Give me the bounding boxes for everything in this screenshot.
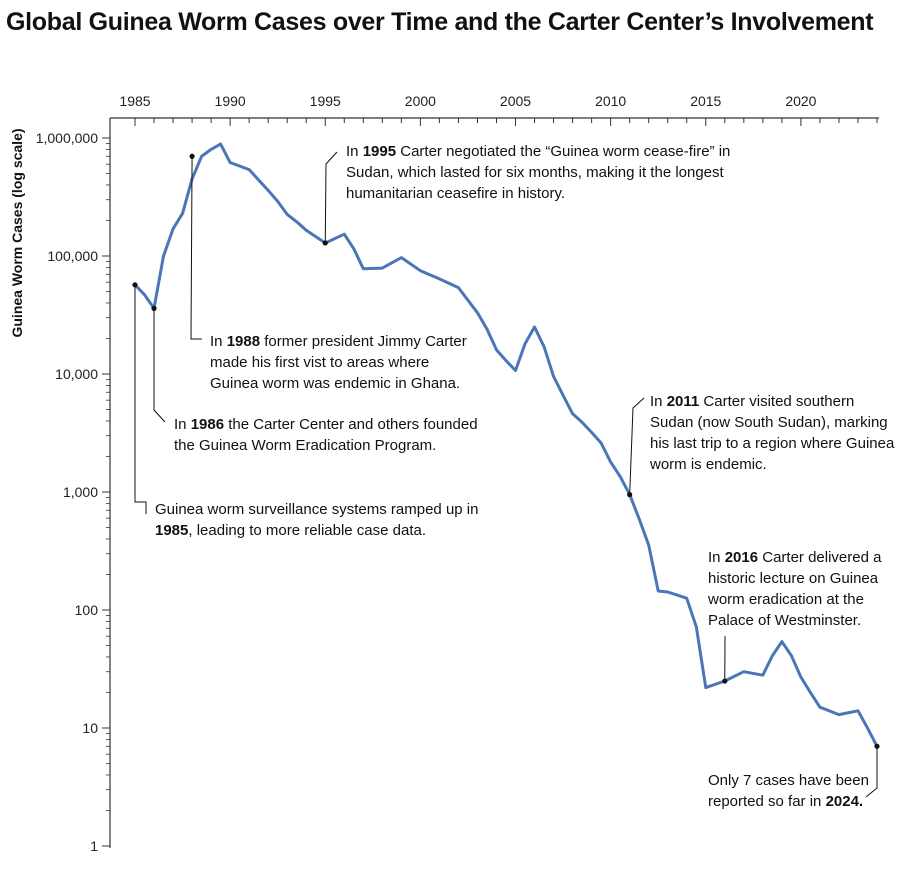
annotation-text-line: humanitarian ceasefire in history. [346,185,565,202]
annotation-layer: Guinea worm surveillance systems ramped … [132,143,895,810]
annotation-text: In [346,143,363,160]
annotation-point [322,240,328,246]
annotation-text-line: In 2011 Carter visited southern [650,393,854,410]
annotation-text-line: Sudan (now South Sudan), marking [650,414,888,431]
series-line [133,142,879,748]
annotation-text-line: In 1995 Carter negotiated the “Guinea wo… [346,143,730,160]
annotation-text: Palace of Westminster. [708,612,861,629]
annotation-text: In [210,333,227,350]
y-tick-label: 10,000 [55,366,98,382]
annotation-text: , leading to more reliable case data. [188,522,426,539]
annotation-text-line: In 1988 former president Jimmy Carter [210,333,467,350]
annotation-text-line: Sudan, which lasted for six months, maki… [346,164,725,181]
annotation-year: 1988 [227,333,260,350]
x-tick-label: 2020 [785,93,816,109]
annotation-leader [134,284,147,514]
annotation-year: 2024. [826,793,864,810]
annotation-point [151,305,157,311]
annotation-text: In [708,549,725,566]
y-tick-label: 1 [90,838,98,854]
annotation-text-line: the Guinea Worm Eradication Program. [174,437,436,454]
annotation-leader [153,308,166,423]
axes-group: 1985 1990 1995 2000 2005 2010 2015 2020 1 10 100 1,… [9,93,879,854]
annotation-text: made his first vist to areas where [210,354,429,371]
annotation-text-line: Guinea worm was endemic in Ghana. [210,375,460,392]
annotation-text-line: Only 7 cases have been [708,772,869,789]
annotation-text-line: In 2016 Carter delivered a [708,549,882,566]
annotation-leader [324,151,338,243]
annotation-text: former president Jimmy Carter [260,333,467,350]
annotation-leader [190,156,202,340]
annotation-point [189,153,195,159]
annotation-text: Sudan (now South Sudan), marking [650,414,888,431]
x-tick-label: 1985 [119,93,150,109]
annotation-year: 2011 [667,393,700,410]
y-tick-label: 10 [82,720,98,736]
annotation-text: worm is endemic. [649,456,767,473]
x-tick-label: 2000 [405,93,436,109]
annotation-text-line: Palace of Westminster. [708,612,861,629]
annotation-text: Carter visited southern [699,393,854,410]
annotation-text-line: In 1986 the Carter Center and others fou… [174,416,478,433]
x-tick-label: 2015 [690,93,721,109]
y-axis-title: Guinea Worm Cases (log scale) [9,128,25,337]
annotation-text: Sudan, which lasted for six months, maki… [346,164,725,181]
annotation-text: the Carter Center and others founded [224,416,478,433]
x-tick-label: 1995 [310,93,341,109]
y-tick-label: 1,000,000 [36,130,98,146]
annotation-text: Carter negotiated the “Guinea worm cease… [396,143,730,160]
annotation-leader [629,397,645,495]
y-tick-label: 1,000 [63,484,98,500]
annotation-point [627,492,633,498]
annotation-text-line: worm is endemic. [649,456,767,473]
annotation-year: 2016 [725,549,758,566]
annotation-point [874,743,880,749]
annotation-year: 1995 [363,143,396,160]
annotation-text-line: worm eradication at the [707,591,864,608]
annotation-text: his last trip to a region where Guinea [650,435,895,452]
annotation-text: Carter delivered a [758,549,882,566]
line-layer [133,142,879,748]
annotation-leader [865,746,878,798]
annotation-text: humanitarian ceasefire in history. [346,185,565,202]
annotation-text: reported so far in [708,793,826,810]
annotation-text: worm eradication at the [707,591,864,608]
annotation-year: 1986 [191,416,224,433]
x-tick-label: 1990 [215,93,246,109]
annotation-text: Guinea worm was endemic in Ghana. [210,375,460,392]
annotation-point [722,678,728,684]
y-tick-label: 100 [75,602,99,618]
annotation-text-line: made his first vist to areas where [210,354,429,371]
annotation-text: Guinea worm surveillance systems ramped … [155,501,478,518]
chart-title: Global Guinea Worm Cases over Time and t… [6,8,874,36]
annotation-text: In [650,393,667,410]
annotation-text-line: historic lecture on Guinea [708,570,879,587]
annotation-text: Only 7 cases have been [708,772,869,789]
annotation-text: historic lecture on Guinea [708,570,879,587]
annotation-text: the Guinea Worm Eradication Program. [174,437,436,454]
y-tick-label: 100,000 [47,248,98,264]
annotation-text-line: Guinea worm surveillance systems ramped … [155,501,478,518]
x-tick-label: 2005 [500,93,531,109]
x-tick-label: 2010 [595,93,626,109]
annotation-text-line: reported so far in 2024. [708,793,863,810]
annotation-year: 1985 [155,522,188,539]
annotation-point [132,282,138,288]
annotation-text-line: 1985, leading to more reliable case data… [155,522,426,539]
annotation-text: In [174,416,191,433]
annotation-text-line: his last trip to a region where Guinea [650,435,895,452]
